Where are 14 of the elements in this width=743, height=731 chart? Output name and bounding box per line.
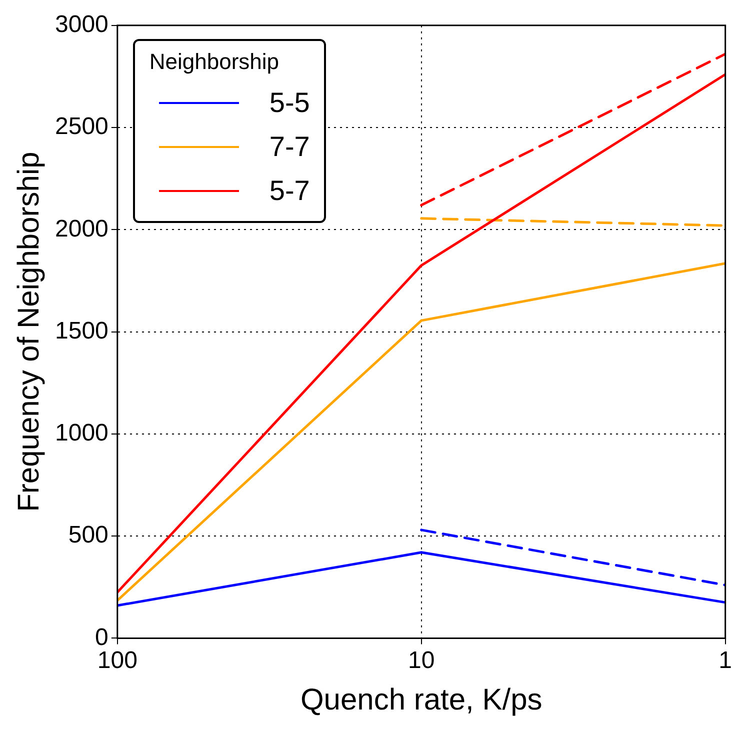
y-tick-label: 500 [68,522,108,549]
y-tick-label: 2000 [55,215,108,242]
legend-label: 7-7 [269,131,310,164]
legend-title: Neighborship [149,49,280,76]
x-axis-title: Quench rate, K/ps [300,683,542,716]
x-tick-label: 1 [718,647,732,674]
y-tick-label: 3000 [55,11,108,38]
y-axis-title: Frequency of Neighborship [12,152,46,512]
legend-label: 5-5 [269,87,310,120]
legend-label: 5-7 [269,175,310,208]
y-tick-label: 2500 [55,113,108,140]
y-tick-label: 1000 [55,420,108,447]
y-tick-label: 1500 [55,317,108,344]
x-tick-label: 10 [408,647,435,674]
